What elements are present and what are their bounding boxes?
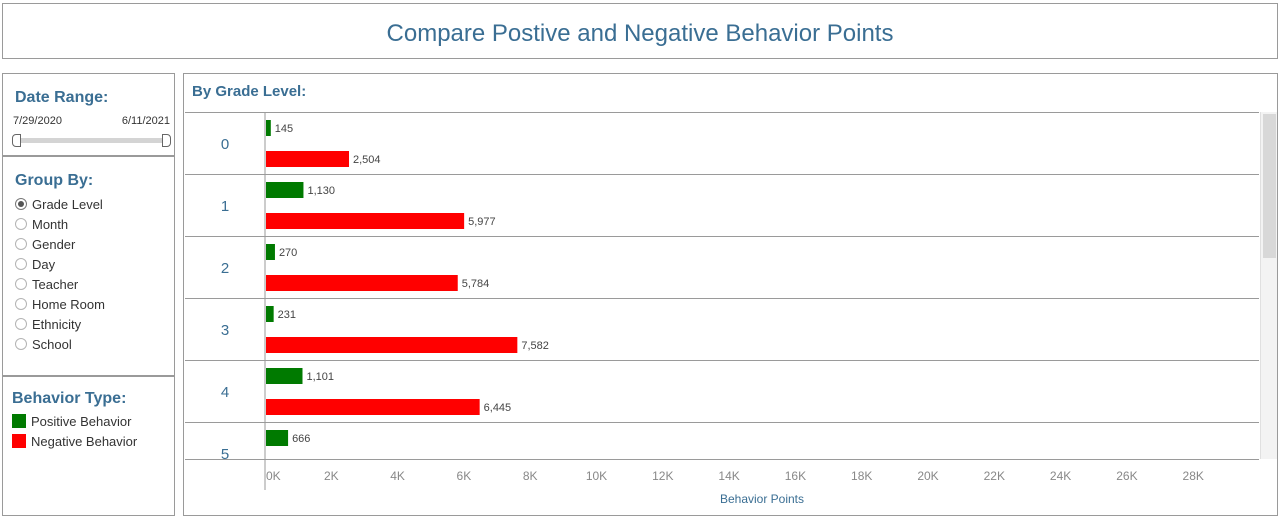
bar-positive[interactable] xyxy=(266,244,275,260)
x-tick-label: 20K xyxy=(917,469,938,483)
bar-positive[interactable] xyxy=(266,120,271,136)
data-label: 666 xyxy=(292,433,310,445)
group-by-option-home-room[interactable]: Home Room xyxy=(15,295,105,313)
group-by-option-label: School xyxy=(32,336,72,352)
x-tick-label: 26K xyxy=(1116,469,1137,483)
bar-negative[interactable] xyxy=(266,399,480,415)
date-range-start-handle[interactable] xyxy=(12,134,21,147)
bar-negative[interactable] xyxy=(266,275,458,291)
radio-button[interactable] xyxy=(15,258,27,270)
x-axis-title: Behavior Points xyxy=(719,492,805,506)
data-label: 7,582 xyxy=(521,340,549,352)
bar-chart: 0 145 2,504 1 1,130 5,977 2 270 5,784 3 231 7,582 4 1… xyxy=(185,113,1259,459)
bar-positive[interactable] xyxy=(266,430,289,446)
bar-negative[interactable] xyxy=(266,337,518,353)
x-tick-label: 0K xyxy=(266,469,281,483)
legend-label-positive: Positive Behavior xyxy=(31,413,132,429)
category-label: 2 xyxy=(221,260,229,277)
group-by-option-school[interactable]: School xyxy=(15,335,72,353)
date-range-end: 6/11/2021 xyxy=(121,115,170,127)
x-tick-label: 12K xyxy=(652,469,673,483)
chart-scrollbar-thumb[interactable] xyxy=(1263,114,1276,258)
x-tick-label: 28K xyxy=(1183,469,1204,483)
legend-item-positive[interactable]: Positive Behavior xyxy=(12,413,131,429)
data-label: 1,101 xyxy=(306,371,334,383)
radio-button[interactable] xyxy=(15,298,27,310)
data-label: 145 xyxy=(275,123,293,135)
data-label: 1,130 xyxy=(307,185,335,197)
date-range-filter: Date Range: 7/29/2020 6/11/2021 xyxy=(2,73,175,156)
radio-button[interactable] xyxy=(15,218,27,230)
bar-negative[interactable] xyxy=(266,151,350,167)
category-label: 0 xyxy=(221,136,229,153)
radio-button[interactable] xyxy=(15,278,27,290)
x-tick-label: 6K xyxy=(457,469,472,483)
group-by-option-label: Home Room xyxy=(32,296,105,312)
behavior-type-label: Behavior Type: xyxy=(12,390,127,407)
positive-swatch xyxy=(12,414,26,428)
group-by-option-label: Grade Level xyxy=(32,196,103,212)
x-tick-label: 24K xyxy=(1050,469,1071,483)
radio-button[interactable] xyxy=(15,198,27,210)
x-tick-label: 22K xyxy=(984,469,1005,483)
group-by-option-label: Day xyxy=(32,256,56,272)
chart-panel: By Grade Level: 0 145 2,504 1 1,130 5,977 2 270… xyxy=(183,73,1278,516)
group-by-option-label: Teacher xyxy=(32,276,79,292)
category-label: 4 xyxy=(221,384,229,401)
radio-button[interactable] xyxy=(15,238,27,250)
data-label: 5,977 xyxy=(468,216,496,228)
group-by-option-gender[interactable]: Gender xyxy=(15,235,75,253)
category-label: 5 xyxy=(221,446,229,459)
x-tick-label: 2K xyxy=(324,469,339,483)
x-tick-label: 16K xyxy=(785,469,806,483)
group-by-option-label: Ethnicity xyxy=(32,316,82,332)
radio-button[interactable] xyxy=(15,318,27,330)
chart-scrollbar[interactable] xyxy=(1260,112,1277,459)
data-label: 6,445 xyxy=(484,402,512,414)
bar-negative[interactable] xyxy=(266,213,465,229)
group-by-option-grade-level[interactable]: Grade Level xyxy=(15,195,103,213)
x-tick-label: 10K xyxy=(586,469,607,483)
data-label: 2,504 xyxy=(353,154,381,166)
x-axis-area: 0K 2K 4K 6K 8K 10K 12K 14K 16K 18K 20K 22K 24K 26K 28K… xyxy=(185,459,1259,515)
date-range-start: 7/29/2020 xyxy=(13,115,62,127)
category-label: 3 xyxy=(221,322,229,339)
x-tick-label: 18K xyxy=(851,469,872,483)
radio-button[interactable] xyxy=(15,338,27,350)
negative-swatch xyxy=(12,434,26,448)
group-by-option-month[interactable]: Month xyxy=(15,215,68,233)
date-range-slider-track[interactable] xyxy=(15,138,167,143)
behavior-type-legend: Behavior Type: Positive Behavior Negativ… xyxy=(2,376,175,516)
category-label: 1 xyxy=(221,198,229,215)
group-by-option-teacher[interactable]: Teacher xyxy=(15,275,78,293)
group-by-option-label: Gender xyxy=(32,236,76,252)
data-label: 5,784 xyxy=(462,278,490,290)
bar-positive[interactable] xyxy=(266,306,274,322)
legend-label-negative: Negative Behavior xyxy=(31,433,138,449)
group-by-label: Group By: xyxy=(15,172,94,189)
data-label: 231 xyxy=(278,309,296,321)
x-axis: 0K 2K 4K 6K 8K 10K 12K 14K 16K 18K 20K 22K 24K 26K 28K xyxy=(264,460,1204,490)
date-range-end-handle[interactable] xyxy=(162,134,171,147)
x-tick-label: 8K xyxy=(523,469,538,483)
dashboard-title: Compare Postive and Negative Behavior Po… xyxy=(386,20,894,47)
date-range-label: Date Range: xyxy=(15,89,109,106)
x-tick-label: 14K xyxy=(718,469,739,483)
group-by-option-label: Month xyxy=(32,216,69,232)
legend-item-negative[interactable]: Negative Behavior xyxy=(12,433,137,449)
x-tick-label: 4K xyxy=(390,469,405,483)
chart-subtitle: By Grade Level: xyxy=(192,83,307,100)
bar-positive[interactable] xyxy=(266,368,303,384)
group-by-option-day[interactable]: Day xyxy=(15,255,55,273)
bar-positive[interactable] xyxy=(266,182,304,198)
data-label: 270 xyxy=(279,247,297,259)
chart-plot-area: 0 145 2,504 1 1,130 5,977 2 270 5,784 3 231 7,582 4 1… xyxy=(185,112,1259,459)
group-by-filter: Group By: Grade Level Month Gender Day Teach… xyxy=(2,156,175,376)
group-by-option-ethnicity[interactable]: Ethnicity xyxy=(15,315,81,333)
title-box: Compare Postive and Negative Behavior Po… xyxy=(2,3,1278,59)
